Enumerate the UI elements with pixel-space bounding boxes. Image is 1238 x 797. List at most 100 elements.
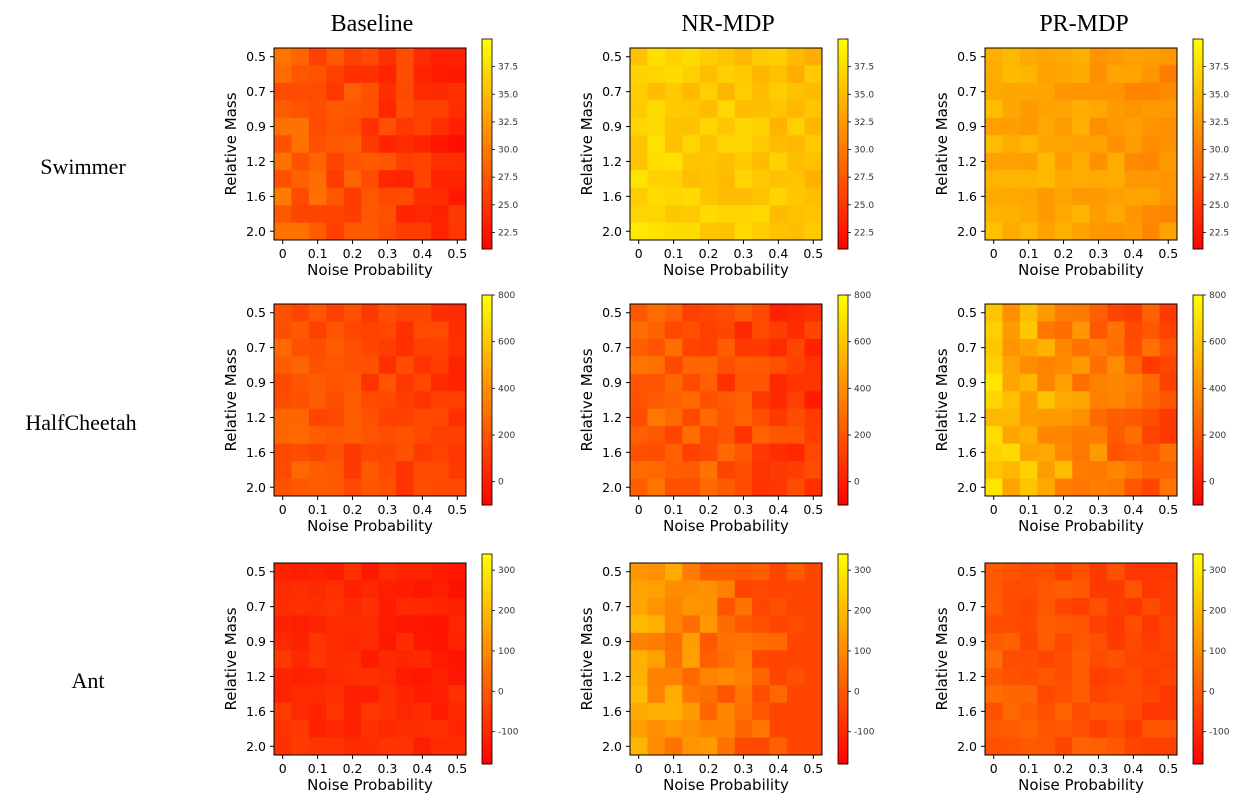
heatmap-cell xyxy=(378,391,397,410)
colorbar-segment xyxy=(838,487,848,492)
heatmap-cell xyxy=(448,391,467,410)
colorbar-segment xyxy=(482,410,492,415)
heatmap-cell xyxy=(699,117,718,136)
heatmap-cell xyxy=(1107,152,1126,171)
x-tick-label: 0.2 xyxy=(1054,502,1074,517)
heatmap-cell xyxy=(1124,152,1143,171)
heatmap-cell xyxy=(1124,117,1143,136)
heatmap-cell xyxy=(1037,667,1056,686)
colorbar-segment xyxy=(838,659,848,663)
heatmap-cell xyxy=(396,632,415,651)
colorbar-segment xyxy=(838,750,848,754)
heatmap-cell xyxy=(985,580,1003,599)
heatmap-cell xyxy=(985,117,1003,136)
heatmap-cell xyxy=(985,187,1003,206)
heatmap-cell xyxy=(1107,563,1126,581)
colorbar-segment xyxy=(1193,126,1203,131)
y-tick-label: 2.0 xyxy=(602,224,622,239)
heatmap-cell xyxy=(1142,461,1160,479)
colorbar-segment xyxy=(482,718,492,723)
colorbar-segment xyxy=(482,645,492,649)
heatmap-cell xyxy=(361,720,380,738)
heatmap-cell xyxy=(1002,170,1021,189)
heatmap-cell xyxy=(1089,580,1108,599)
heatmap-cell xyxy=(804,187,823,206)
heatmap-cell xyxy=(1072,650,1091,669)
colorbar-segment xyxy=(1193,123,1203,127)
heatmap-cell xyxy=(1159,135,1178,154)
heatmap-cell xyxy=(664,222,683,241)
heatmap-cell xyxy=(787,615,805,634)
heatmap-cell xyxy=(361,338,380,357)
heatmap-cell xyxy=(769,321,788,340)
heatmap-cell xyxy=(378,667,397,686)
colorbar-segment xyxy=(1193,564,1203,569)
heatmap-cell xyxy=(448,426,467,445)
x-tick-label: 0.4 xyxy=(1123,761,1143,776)
heatmap-cell xyxy=(431,563,449,581)
colorbar-segment xyxy=(838,624,848,628)
heatmap-cell xyxy=(396,135,415,154)
heatmap-cell xyxy=(647,597,666,616)
colorbar-segment xyxy=(1193,70,1203,75)
heatmap-cell xyxy=(431,170,449,189)
heatmap-cell xyxy=(1107,356,1126,375)
heatmap-cell xyxy=(1054,461,1073,479)
y-tick-label: 0.5 xyxy=(957,49,977,64)
heatmap-cell xyxy=(717,685,736,704)
heatmap-cell xyxy=(985,597,1003,616)
heatmap-cell xyxy=(717,82,736,101)
heatmap-cell xyxy=(769,685,788,704)
heatmap-cell xyxy=(1089,426,1108,445)
heatmap-cell xyxy=(1124,720,1143,738)
heatmap-cell xyxy=(431,597,449,616)
colorbar-segment xyxy=(1193,704,1203,709)
heatmap-cell xyxy=(1142,720,1160,738)
colorbar-segment xyxy=(482,238,492,243)
heatmap-cell xyxy=(343,356,362,375)
heatmap-cell xyxy=(630,667,648,686)
heatmap-cell xyxy=(431,100,449,119)
heatmap-cell xyxy=(1159,563,1178,581)
x-tick-label: 0.5 xyxy=(1158,502,1178,517)
colorbar-segment xyxy=(482,407,492,411)
heatmap-cell xyxy=(1089,443,1108,462)
colorbar-tick-label: 35.0 xyxy=(1209,90,1229,100)
colorbar-segment xyxy=(1193,494,1203,499)
heatmap-cell xyxy=(717,461,736,479)
heatmap-cell xyxy=(378,443,397,462)
heatmap-cell xyxy=(274,321,292,340)
heatmap-cell xyxy=(1107,597,1126,616)
heatmap-cell xyxy=(1037,685,1056,704)
y-tick-label: 1.2 xyxy=(246,669,266,684)
heatmap-cell xyxy=(291,187,310,206)
heatmap-cell xyxy=(734,65,753,84)
heatmap-cell xyxy=(752,650,771,669)
heatmap-cell xyxy=(1054,426,1073,445)
heatmap-cell xyxy=(361,222,380,241)
heatmap-cell xyxy=(274,737,292,756)
heatmap-cell xyxy=(1037,580,1056,599)
heatmap-cell xyxy=(308,580,327,599)
colorbar-segment xyxy=(838,123,848,127)
heatmap-cell xyxy=(752,443,771,462)
heatmap-cell xyxy=(1019,187,1038,206)
heatmap-cell xyxy=(1072,135,1091,154)
colorbar-segment xyxy=(1193,596,1203,600)
heatmap-cell xyxy=(413,563,432,581)
colorbar-segment xyxy=(838,344,848,348)
colorbar-segment xyxy=(1193,473,1203,478)
heatmap-cell xyxy=(448,650,467,669)
heatmap-cell xyxy=(1124,737,1143,756)
heatmap-cell xyxy=(985,373,1003,392)
colorbar-tick-label: 200 xyxy=(498,431,515,441)
heatmap-cell xyxy=(985,65,1003,84)
heatmap-cell xyxy=(664,338,683,357)
y-tick-label: 1.6 xyxy=(957,445,977,460)
colorbar-segment xyxy=(838,718,848,723)
heatmap-cell xyxy=(448,321,467,340)
heatmap-cell xyxy=(630,321,648,340)
colorbar-frame xyxy=(837,38,849,250)
heatmap-cell xyxy=(630,48,648,66)
colorbar-segment xyxy=(838,102,848,106)
